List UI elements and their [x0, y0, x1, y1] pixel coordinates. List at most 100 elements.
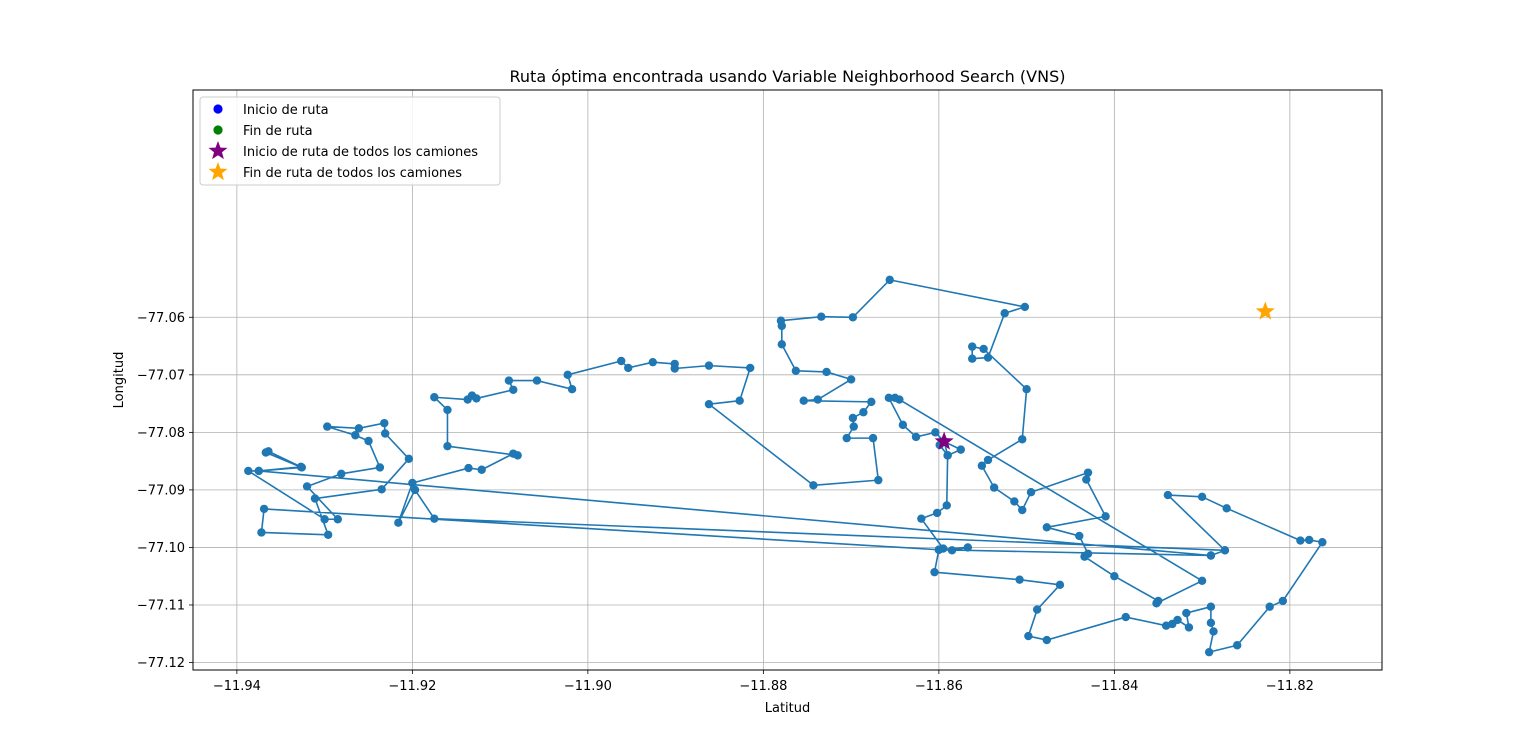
route-point	[624, 363, 633, 373]
route-point	[989, 483, 999, 492]
route-point	[943, 451, 952, 460]
route-point	[244, 466, 253, 476]
route-point	[1020, 302, 1030, 312]
route-point	[1083, 468, 1093, 477]
route-point	[1152, 599, 1161, 608]
route-point	[813, 395, 822, 404]
route-point	[859, 408, 868, 417]
route-point	[842, 433, 851, 443]
route-point	[364, 436, 373, 446]
route-point	[464, 463, 473, 473]
legend-label-3: Inicio de ruta de todos los camiones	[243, 145, 478, 160]
x-axis-label: Latitud	[765, 701, 811, 716]
route-point	[930, 567, 939, 577]
route-point	[1265, 602, 1274, 611]
y-tick-label: −77.12	[137, 656, 185, 671]
route-point	[704, 399, 714, 409]
route-point	[1204, 647, 1214, 657]
route-point	[257, 528, 266, 537]
plot-area-frame	[192, 89, 1383, 671]
route-point	[375, 463, 385, 472]
x-tick-label: −11.92	[388, 679, 436, 694]
legend-label-4: Fin de ruta de todos los camiones	[243, 166, 462, 181]
route-point	[404, 454, 414, 464]
y-tick-label: −77.06	[137, 311, 185, 326]
route-point	[799, 396, 808, 405]
route-point	[885, 275, 894, 285]
route-point	[1082, 475, 1091, 484]
route-point	[1222, 504, 1231, 513]
route-point	[323, 530, 333, 539]
legend-frame	[199, 96, 501, 186]
route-point	[849, 422, 858, 431]
route-point	[746, 363, 755, 373]
route-point	[1233, 641, 1242, 650]
special-markers	[934, 301, 1275, 450]
route-point	[968, 354, 977, 363]
route-point	[513, 451, 522, 460]
route-point	[1209, 627, 1218, 636]
route-point	[617, 356, 626, 366]
x-tick-label: −11.86	[915, 679, 963, 694]
route-point	[1024, 631, 1033, 641]
route-point	[333, 515, 342, 524]
route-point	[477, 465, 486, 474]
route-point	[848, 313, 858, 322]
x-tick-label: −11.82	[1266, 679, 1314, 694]
y-tick-label: −77.11	[137, 598, 185, 613]
y-tick-label: −77.07	[137, 368, 185, 383]
route-point	[532, 376, 542, 385]
route-point	[354, 424, 364, 433]
route-point	[809, 481, 818, 490]
route-point	[648, 357, 658, 367]
route-point	[1026, 488, 1036, 497]
route-point	[917, 514, 926, 523]
route-point	[1206, 551, 1216, 560]
route-point	[377, 485, 386, 494]
route-point	[380, 429, 390, 438]
y-axis-ticks: −77.06 −77.07 −77.08 −77.09 −77.10 −77.11 −77.…	[137, 311, 193, 671]
route-point	[983, 455, 993, 465]
legend-label-2: Fin de ruta	[243, 124, 313, 139]
route-point	[1184, 623, 1194, 632]
route-point	[791, 366, 801, 375]
route-point	[822, 367, 831, 377]
route-point	[394, 518, 403, 527]
route-point	[563, 370, 572, 380]
route-point	[898, 420, 908, 430]
route-point	[817, 312, 826, 321]
route-point	[297, 463, 307, 472]
route-point	[846, 375, 856, 384]
route-point	[1206, 618, 1216, 628]
route-point	[931, 428, 940, 437]
route-point	[504, 376, 514, 385]
route-point	[1197, 576, 1207, 586]
legend-star-4	[208, 162, 228, 181]
route-point	[956, 445, 965, 454]
route-point	[261, 448, 271, 457]
route-point	[259, 504, 269, 514]
route-point	[430, 514, 439, 523]
route-point	[567, 385, 577, 394]
route-point	[443, 405, 452, 415]
route-point	[1015, 575, 1024, 584]
route-point	[1018, 505, 1027, 515]
x-tick-label: −11.84	[1090, 679, 1138, 694]
route-point	[1197, 492, 1207, 502]
route-point	[1080, 552, 1089, 561]
x-tick-label: −11.94	[213, 679, 261, 694]
route-point	[868, 433, 878, 443]
route-point	[337, 469, 346, 478]
route-point	[1278, 596, 1288, 606]
legend-label-1: Inicio de ruta	[243, 103, 329, 118]
route-point	[1121, 612, 1130, 622]
route-point	[1173, 615, 1182, 625]
route-point	[302, 482, 312, 491]
route-point	[1163, 490, 1173, 500]
route-point	[963, 543, 973, 552]
route-point	[1182, 608, 1191, 618]
route-point	[911, 432, 921, 442]
route-point	[1010, 497, 1019, 506]
route-point	[874, 475, 883, 485]
route-point	[977, 461, 987, 470]
